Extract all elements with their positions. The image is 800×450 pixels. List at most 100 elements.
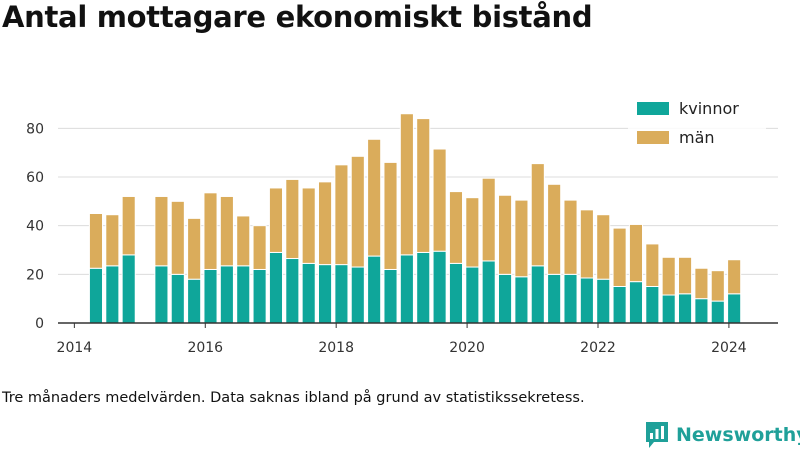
bar-kvinnor — [563, 273, 578, 324]
bar-man — [612, 227, 627, 288]
bar-man — [350, 155, 365, 268]
bar-man — [301, 187, 316, 264]
bar-man — [579, 209, 594, 279]
bar-kvinnor — [252, 268, 267, 324]
bar-man — [88, 213, 104, 269]
bar-man — [498, 194, 513, 275]
bar-man — [448, 191, 464, 264]
legend-swatch — [637, 131, 669, 144]
bar-kvinnor — [170, 273, 185, 324]
brand-name: Newsworthy — [676, 424, 800, 446]
bar-kvinnor — [448, 262, 464, 324]
bar-man — [203, 192, 218, 270]
bar-man — [678, 256, 693, 295]
brand-logo: Newsworthy — [644, 420, 800, 450]
bar-kvinnor — [236, 265, 251, 324]
x-tick-label: 2014 — [57, 340, 93, 356]
bar-man — [219, 195, 234, 267]
bar-kvinnor — [645, 286, 660, 324]
bar-kvinnor — [694, 298, 709, 324]
bar-kvinnor — [154, 265, 169, 324]
bar-man — [399, 113, 414, 256]
bar-kvinnor — [678, 293, 693, 324]
y-tick-label: 0 — [35, 316, 44, 332]
x-tick-label: 2018 — [318, 340, 354, 356]
bar-man — [514, 199, 529, 278]
legend-label: män — [679, 128, 715, 147]
bar-kvinnor — [481, 260, 496, 324]
bar-kvinnor — [285, 258, 300, 324]
bar-man — [121, 195, 136, 256]
bar-kvinnor — [432, 250, 447, 324]
bar-man — [416, 118, 431, 253]
bar-kvinnor — [498, 273, 513, 324]
bar-kvinnor — [579, 277, 594, 324]
bar-man — [187, 217, 202, 280]
bar-kvinnor — [710, 300, 725, 324]
y-tick-label: 80 — [26, 121, 44, 137]
bar-kvinnor — [465, 266, 480, 324]
bar-man — [367, 138, 382, 257]
bar-kvinnor — [367, 255, 382, 324]
bar-kvinnor — [105, 265, 120, 324]
bar-man — [465, 197, 480, 268]
x-axis-tick-labels: 2014 2016 2018 2020 2022 2024 — [57, 340, 747, 356]
legend: kvinnor män — [628, 92, 766, 156]
bar-kvinnor — [628, 281, 644, 324]
bar-man — [710, 270, 725, 302]
x-tick-label: 2024 — [711, 340, 747, 356]
bar-kvinnor — [318, 264, 333, 324]
bar-man — [318, 181, 333, 266]
bar-man — [694, 267, 709, 300]
bar-man — [645, 243, 660, 288]
bar-kvinnor — [612, 286, 627, 324]
bar-kvinnor — [383, 268, 398, 324]
bar-man — [383, 161, 398, 270]
bar-kvinnor — [203, 268, 218, 324]
x-axis — [58, 322, 778, 328]
bar-kvinnor — [268, 251, 284, 324]
x-tick-label: 2020 — [449, 340, 485, 356]
bar-man — [105, 214, 120, 267]
bar-man — [170, 200, 185, 275]
y-axis-tick-labels: 0 20 40 60 80 — [26, 121, 44, 332]
bar-man — [530, 163, 545, 267]
bar-kvinnor — [547, 273, 562, 324]
bar-kvinnor — [661, 294, 676, 324]
bar-kvinnor — [416, 251, 431, 324]
bar-man — [236, 215, 251, 267]
bar-kvinnor — [399, 254, 414, 324]
chart-title: Antal mottagare ekonomiskt bistånd — [2, 0, 593, 34]
bar-kvinnor — [530, 265, 545, 324]
bar-kvinnor — [187, 278, 202, 324]
bar-kvinnor — [219, 265, 234, 324]
bar-kvinnor — [514, 276, 529, 324]
bar-kvinnor — [121, 254, 136, 324]
bar-man — [547, 183, 562, 275]
bar-man — [628, 223, 644, 283]
bar-man — [727, 259, 742, 295]
y-tick-label: 40 — [26, 219, 44, 235]
bar-man — [596, 214, 611, 280]
bar-kvinnor — [350, 266, 365, 324]
bar-man — [563, 199, 578, 275]
bar-man — [268, 187, 284, 253]
y-tick-label: 20 — [26, 267, 44, 283]
bar-kvinnor — [596, 278, 611, 324]
bar-man — [334, 164, 349, 266]
legend-label: kvinnor — [679, 99, 739, 118]
legend-swatch — [637, 102, 669, 115]
bar-kvinnor — [334, 264, 349, 324]
bar-man — [252, 225, 267, 270]
footnote: Tre månaders medelvärden. Data saknas ib… — [2, 390, 585, 406]
x-tick-label: 2022 — [580, 340, 616, 356]
bar-kvinnor — [88, 267, 104, 324]
bar-man — [661, 256, 676, 296]
bar-man — [432, 148, 447, 252]
x-tick-label: 2016 — [187, 340, 223, 356]
y-tick-label: 60 — [26, 170, 44, 186]
bar-man — [285, 178, 300, 260]
bar-kvinnor — [727, 293, 742, 324]
bar-man — [154, 195, 169, 267]
